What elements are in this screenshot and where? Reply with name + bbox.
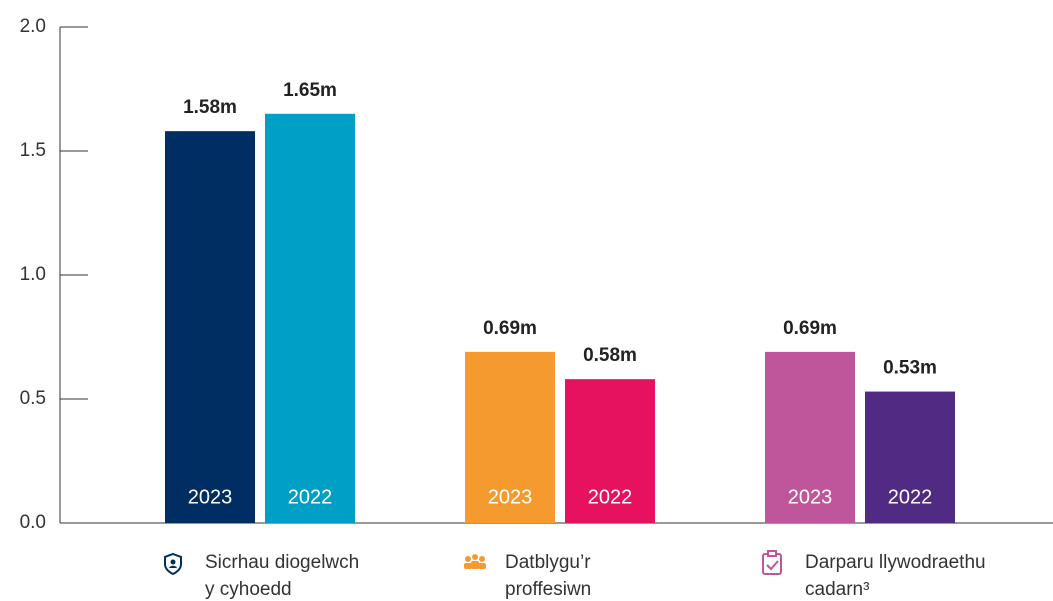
y-tick-label: 1.0 bbox=[20, 264, 46, 285]
series-label: 2022 bbox=[588, 486, 633, 508]
bar bbox=[165, 131, 255, 523]
value-label: 1.65m bbox=[283, 80, 337, 101]
x-category-label: Darparu llywodraethu bbox=[805, 552, 986, 573]
y-tick-label: 0.0 bbox=[20, 512, 46, 533]
series-label: 2023 bbox=[788, 486, 833, 508]
x-category-label: cadarn³ bbox=[805, 579, 869, 600]
bar bbox=[865, 391, 955, 523]
series-label: 2022 bbox=[888, 486, 933, 508]
shield-icon bbox=[164, 552, 182, 576]
x-category-label: Sicrhau diogelwch bbox=[205, 552, 359, 573]
series-label: 2023 bbox=[488, 486, 533, 508]
bar bbox=[765, 351, 855, 523]
checklist-icon bbox=[762, 550, 782, 575]
x-category-label: Datblygu’r bbox=[505, 552, 591, 573]
series-label: 2023 bbox=[188, 486, 233, 508]
bar bbox=[265, 113, 355, 524]
value-label: 0.53m bbox=[883, 358, 937, 379]
bar bbox=[465, 351, 555, 523]
bar bbox=[565, 379, 655, 523]
x-category-label: proffesiwn bbox=[505, 579, 591, 600]
y-tick-label: 2.0 bbox=[20, 16, 46, 37]
y-tick-label: 1.5 bbox=[20, 140, 46, 161]
people-icon bbox=[464, 554, 486, 569]
value-label: 0.58m bbox=[583, 345, 637, 366]
value-label: 0.69m bbox=[783, 318, 837, 339]
category-icons bbox=[164, 550, 782, 576]
x-category-label: y cyhoedd bbox=[205, 579, 292, 600]
y-tick-label: 0.5 bbox=[20, 388, 46, 409]
value-label: 0.69m bbox=[483, 318, 537, 339]
series-label: 2022 bbox=[288, 486, 333, 508]
value-label: 1.58m bbox=[183, 97, 237, 118]
